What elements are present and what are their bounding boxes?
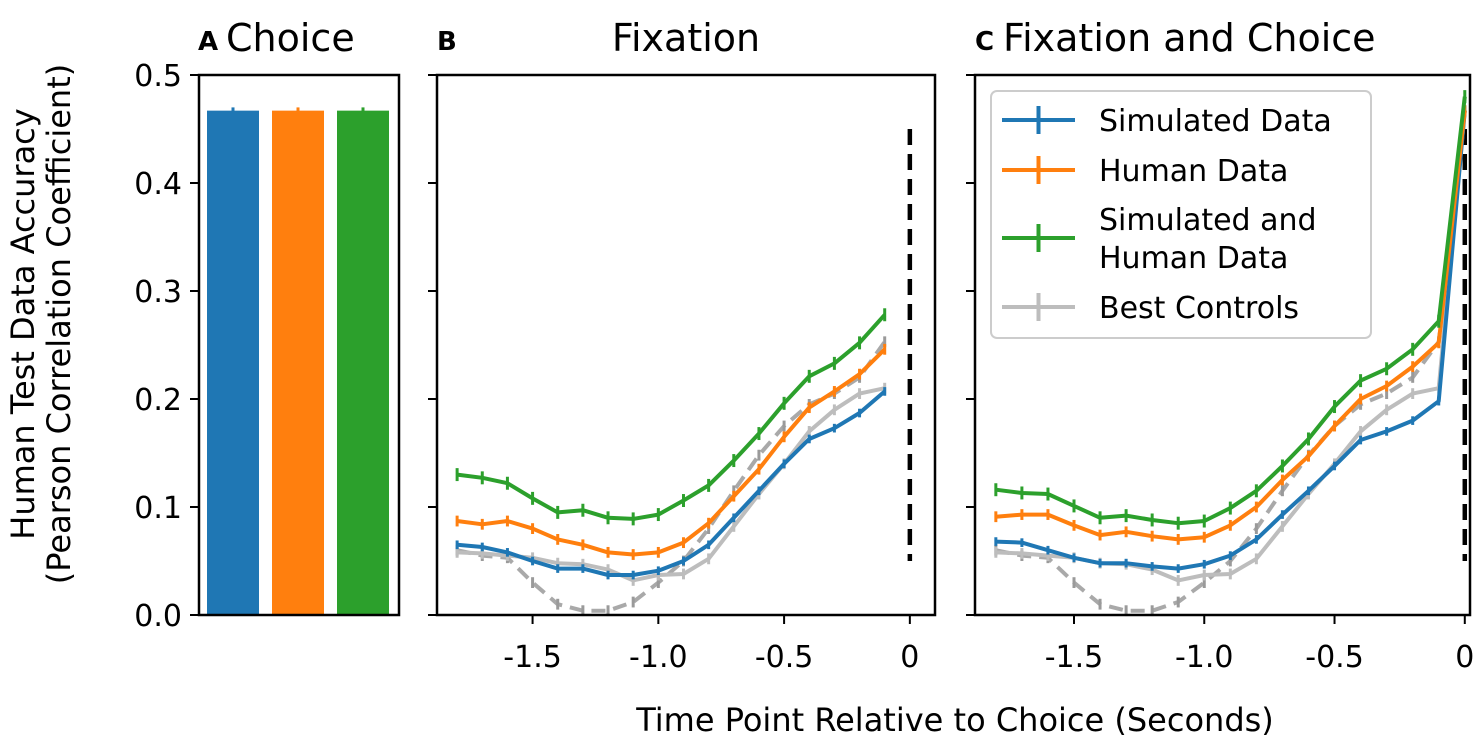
y-tick-label: 0.5 [134, 59, 182, 94]
x-tick-label: -0.5 [755, 640, 814, 675]
panel-a-bars [207, 107, 389, 615]
series-line [456, 313, 887, 521]
panel-c-fixation-and-choice: C Fixation and Choice -1.5 -1.0 -0.5 0 [966, 16, 1474, 675]
legend-label: Best Controls [1099, 291, 1299, 326]
x-tick-label: -1.0 [1175, 640, 1234, 675]
x-tick-label: 0 [900, 640, 919, 675]
panel-c-title: Fixation and Choice [1003, 16, 1376, 60]
series-line [457, 386, 886, 583]
series-line [456, 347, 887, 557]
panel-b-fixation: B Fixation -1.5 -1.0 -0.5 0 [428, 16, 937, 675]
y-axis-label-line2: (Pearson Correlation Coefficient) [40, 64, 78, 584]
y-axis-label-line1: Human Test Data Accuracy [4, 108, 42, 539]
panel-c-axes: -1.5 -1.0 -0.5 0 [966, 74, 1474, 675]
x-tick-label: -1.5 [1045, 640, 1104, 675]
panel-a-frame [197, 73, 401, 617]
panel-b-title: Fixation [612, 16, 760, 60]
x-tick-label: -1.5 [503, 640, 562, 675]
panel-a-title: Choice [226, 16, 355, 60]
panel-c-lines [994, 90, 1468, 617]
x-tick-label: 0 [1455, 640, 1474, 675]
x-tick-label: -0.5 [1305, 640, 1364, 675]
y-tick-label: 0.2 [134, 383, 182, 418]
y-axis-label: Human Test Data Accuracy (Pearson Correl… [4, 64, 78, 584]
y-tick-label: 0.3 [134, 275, 182, 310]
legend-label: Simulated Data [1099, 104, 1332, 139]
panel-c-frame [973, 73, 1472, 617]
panel-b-lines [455, 129, 913, 617]
bar [337, 110, 389, 615]
bar [272, 110, 324, 615]
panel-b-letter: B [437, 27, 457, 57]
series-line [456, 340, 887, 613]
legend-label: Simulated and [1099, 203, 1317, 238]
y-tick-label: 0.1 [134, 491, 182, 526]
y-tick-label: 0.0 [134, 599, 182, 634]
panel-b-axes: -1.5 -1.0 -0.5 0 [428, 74, 919, 675]
panel-a-choice: A Choice 0.0 0.1 0.2 0.3 0.4 0.5 [134, 16, 401, 634]
panel-a-y-ticks: 0.0 0.1 0.2 0.3 0.4 0.5 [134, 59, 199, 634]
panel-c-letter: C [975, 27, 994, 57]
panel-b-frame [435, 73, 937, 617]
panel-a-letter: A [198, 27, 218, 57]
legend-box [990, 90, 1372, 339]
series-line [456, 389, 887, 577]
y-tick-label: 0.4 [134, 167, 182, 202]
bar [207, 110, 259, 615]
x-axis-label: Time Point Relative to Choice (Seconds) [635, 701, 1274, 739]
legend-label: Human Data [1099, 154, 1288, 189]
legend-label: Human Data [1099, 241, 1288, 276]
x-tick-label: -1.0 [629, 640, 688, 675]
